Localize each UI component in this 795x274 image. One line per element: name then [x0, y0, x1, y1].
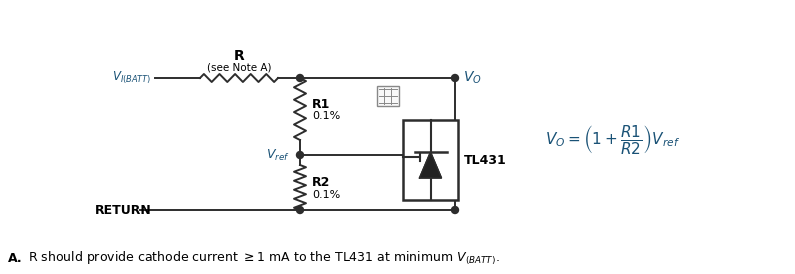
Text: $V_{I(BATT)}$: $V_{I(BATT)}$ [112, 70, 152, 86]
Text: RETURN: RETURN [95, 204, 152, 216]
Text: (see Note A): (see Note A) [207, 62, 271, 72]
Polygon shape [420, 152, 441, 178]
Bar [377, 86, 398, 106]
Bar [403, 120, 458, 200]
Text: 0.1%: 0.1% [312, 111, 340, 121]
Circle shape [297, 75, 304, 81]
Text: R: R [234, 49, 244, 63]
Circle shape [452, 207, 459, 213]
Text: TL431: TL431 [464, 153, 506, 167]
Text: 0.1%: 0.1% [312, 190, 340, 199]
Circle shape [297, 152, 304, 158]
Text: R1: R1 [312, 98, 331, 110]
Text: R should provide cathode current $\geq$1 mA to the TL431 at minimum $V_{(BATT)}$: R should provide cathode current $\geq$1… [28, 249, 500, 267]
Text: $V_O$: $V_O$ [463, 70, 482, 86]
Text: R2: R2 [312, 176, 331, 189]
Text: $V_{ref}$: $V_{ref}$ [266, 147, 290, 162]
Circle shape [297, 207, 304, 213]
Text: $V_O = \left(1 + \dfrac{R1}{R2}\right)V_{ref}$: $V_O = \left(1 + \dfrac{R1}{R2}\right)V_… [545, 124, 681, 156]
Circle shape [452, 75, 459, 81]
Text: A.: A. [8, 252, 22, 264]
